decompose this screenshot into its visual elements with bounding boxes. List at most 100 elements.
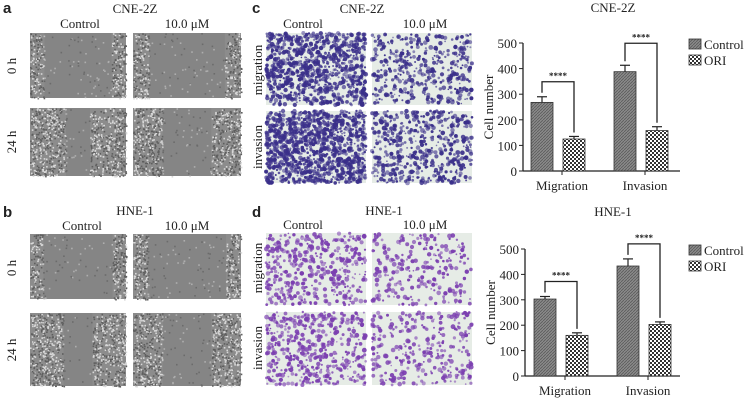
wound-image-cne-treated-0h — [133, 33, 243, 100]
panel-c-row-invasion: invasion — [250, 124, 265, 169]
legend-label-control: Control — [704, 243, 744, 258]
wound-gap — [162, 313, 212, 386]
significance-bracket — [544, 280, 578, 329]
x-tick-label: Migration — [539, 383, 591, 398]
y-tick-label: 100 — [498, 138, 518, 153]
panel-c-col-dose: 10.0 μM — [403, 16, 448, 31]
transwell-image-cne-treated-invasion — [370, 108, 474, 186]
transwell-image-hne-control-invasion — [264, 310, 368, 387]
transwell-image-cne-treated-migration — [369, 32, 474, 105]
chart-title: CNE-2Z — [591, 0, 636, 15]
panel-c-title: CNE-2Z — [340, 1, 385, 16]
legend-swatch-control — [688, 244, 702, 256]
y-axis-label: Cell number — [481, 74, 496, 139]
wound-gap — [148, 234, 226, 299]
panel-a-col-dose: 10.0 μM — [165, 16, 210, 31]
image-background — [30, 234, 126, 299]
wound-image-hne-treated-24h — [133, 313, 243, 388]
chart-hne-1: HNE-1 Cell number 0 100 200 300 400 500 Migratio… — [483, 204, 744, 398]
y-tick-label: 200 — [498, 113, 518, 128]
panel-d-letter: d — [252, 204, 261, 221]
panel-b-col-dose: 10.0 μM — [165, 218, 210, 233]
y-tick-label: 500 — [500, 242, 520, 257]
transwell-image-hne-treated-migration — [370, 232, 473, 307]
significance-bracket — [624, 42, 658, 123]
wound-gap — [162, 108, 212, 176]
image-background — [133, 33, 241, 98]
legend-swatch-control — [688, 38, 702, 50]
legend-label-ori: ORI — [704, 259, 726, 274]
panel-d-col-dose: 10.0 μM — [403, 217, 448, 232]
wound-image-hne-control-0h — [30, 234, 128, 301]
panel-c-letter: c — [252, 0, 260, 17]
panel-b-row-24h: 24 h — [4, 338, 19, 361]
panel-d-title: HNE-1 — [365, 203, 403, 218]
panel-a-row-24h: 24 h — [4, 130, 19, 153]
x-tick-label: Migration — [536, 178, 588, 193]
panel-c-row-migration: migration — [250, 44, 265, 95]
x-tick-label: Invasion — [626, 383, 671, 398]
y-tick-label: 300 — [500, 293, 520, 308]
wound-gap — [63, 313, 93, 386]
y-tick-label: 0 — [513, 369, 520, 384]
y-axis-label: Cell number — [483, 280, 498, 345]
panel-b-title: HNE-1 — [116, 203, 154, 218]
transwell-image-cne-control-invasion — [264, 108, 368, 185]
bar-control-invasion — [613, 71, 637, 172]
y-tick-label: 500 — [498, 36, 518, 51]
significance-label: **** — [552, 270, 571, 280]
panel-b-col-control: Control — [62, 218, 102, 233]
significance-label: **** — [549, 71, 568, 81]
panel-d-col-control: Control — [283, 217, 323, 232]
image-background — [133, 313, 241, 386]
panel-b-row-0h: 0 h — [4, 259, 19, 276]
x-tick-label: Invasion — [623, 178, 668, 193]
chart-title: HNE-1 — [594, 204, 632, 219]
bar-ori-migration — [565, 334, 589, 377]
y-tick-label: 0 — [511, 164, 518, 179]
bar-ori-invasion — [645, 130, 669, 172]
wound-gap — [43, 234, 113, 299]
transwell-image-hne-control-migration — [264, 231, 368, 307]
bar-ori-invasion — [648, 324, 672, 377]
bar-ori-migration — [562, 138, 586, 172]
panel-a-title: CNE-2Z — [113, 1, 158, 16]
panel-a-letter: a — [3, 0, 12, 17]
wound-image-hne-treated-0h — [133, 234, 243, 301]
wound-image-cne-treated-24h — [133, 108, 243, 178]
legend-label-ori: ORI — [704, 53, 726, 68]
panel-c-col-control: Control — [283, 16, 323, 31]
bar-control-migration — [530, 101, 554, 172]
wound-gap — [44, 33, 112, 98]
bar-control-invasion — [616, 265, 640, 377]
panel-d-row-invasion: invasion — [250, 325, 265, 370]
panel-a-col-control: Control — [60, 16, 100, 31]
significance-bracket — [627, 243, 661, 318]
image-background — [133, 234, 241, 299]
wound-gap — [149, 33, 225, 98]
legend-swatch-ori — [688, 260, 702, 272]
wound-image-cne-control-0h — [30, 33, 128, 100]
wound-image-hne-control-24h — [30, 313, 128, 388]
panel-b-letter: b — [3, 204, 12, 221]
panel-a-row-0h: 0 h — [4, 57, 19, 74]
wound-gap — [66, 108, 90, 176]
transwell-image-cne-control-migration — [264, 31, 369, 108]
image-background — [133, 108, 241, 176]
y-tick-label: 100 — [500, 344, 520, 359]
legend-swatch-ori — [688, 54, 702, 66]
bar-control-migration — [533, 298, 557, 377]
transwell-image-hne-treated-invasion — [370, 310, 474, 387]
significance-label: **** — [632, 32, 651, 42]
significance-label: **** — [635, 233, 654, 243]
significance-bracket — [541, 81, 575, 133]
y-tick-label: 200 — [500, 318, 520, 333]
legend-label-control: Control — [704, 37, 744, 52]
y-tick-label: 400 — [498, 62, 518, 77]
wound-image-cne-control-24h — [30, 108, 128, 178]
y-tick-label: 300 — [498, 87, 518, 102]
chart-cne-2z: CNE-2Z Cell number 0 100 200 300 400 500 Migrati… — [481, 0, 744, 193]
y-tick-label: 400 — [500, 267, 520, 282]
